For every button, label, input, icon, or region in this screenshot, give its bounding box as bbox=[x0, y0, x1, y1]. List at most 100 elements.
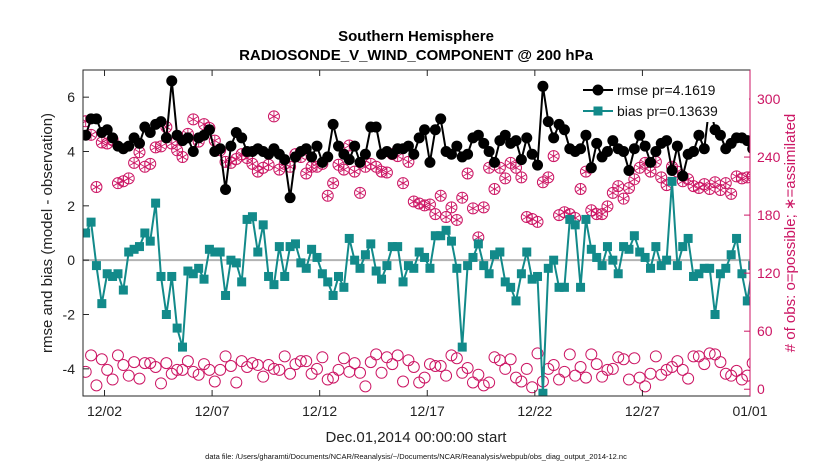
bias-point bbox=[726, 250, 736, 260]
obs-assimilated-circle bbox=[284, 160, 297, 173]
obs-assimilated-point bbox=[624, 183, 634, 194]
rmse-point bbox=[521, 132, 533, 144]
y-tick-label: 0 bbox=[67, 252, 75, 268]
rmse-point bbox=[451, 140, 463, 152]
bias-point bbox=[635, 247, 645, 257]
legend-box bbox=[577, 76, 749, 122]
bias-point bbox=[678, 242, 688, 252]
obs-assimilated-circle bbox=[354, 186, 367, 199]
obs-assimilated-circle bbox=[122, 172, 135, 185]
obs-assimilated-point bbox=[656, 172, 666, 183]
y-axis-label: rmse and bias (model - observation) bbox=[39, 113, 56, 353]
rmse-point bbox=[160, 132, 172, 144]
y-tick-label-right: 0 bbox=[757, 381, 765, 397]
bias-point bbox=[145, 236, 155, 246]
bias-point bbox=[403, 261, 413, 271]
obs-assimilated-point bbox=[597, 209, 607, 220]
rmse-point bbox=[133, 137, 145, 149]
rmse-point bbox=[424, 156, 436, 168]
bias-point bbox=[97, 299, 107, 309]
rmse-point bbox=[322, 151, 334, 163]
y-tick-label-right: 120 bbox=[757, 265, 781, 281]
obs-assimilated-circle bbox=[488, 182, 501, 195]
obs-assimilated-point bbox=[339, 164, 349, 175]
axes: 12/02 12/07 12/12 12/17 12/22 12/27 01/01 -4 -2 0… bbox=[63, 70, 781, 419]
bias-point bbox=[113, 269, 123, 279]
obs-assimilated-point bbox=[441, 212, 451, 223]
bias-point bbox=[317, 269, 327, 279]
bias-point bbox=[430, 231, 440, 241]
obs-assimilated-circle bbox=[321, 189, 334, 202]
rmse-point bbox=[144, 126, 156, 138]
bias-point bbox=[237, 277, 247, 287]
bias-point bbox=[350, 255, 360, 265]
bias-point bbox=[167, 271, 177, 281]
x-tick-label: 12/12 bbox=[302, 403, 337, 419]
x-tick-label: 12/07 bbox=[195, 403, 230, 419]
obs-possible-point bbox=[273, 363, 286, 376]
rmse-point bbox=[419, 124, 431, 136]
obs-possible-point bbox=[354, 366, 367, 379]
obs-assimilated-circle bbox=[445, 201, 458, 214]
bias-point bbox=[91, 261, 101, 271]
bias-point bbox=[721, 263, 731, 273]
chart-title: Southern Hemisphere bbox=[338, 28, 494, 45]
bias-point bbox=[102, 269, 112, 279]
obs-assimilated-point bbox=[511, 162, 521, 173]
rmse-point bbox=[435, 113, 447, 125]
rmse-point bbox=[90, 113, 102, 125]
rmse-point bbox=[236, 132, 248, 144]
rmse-point bbox=[623, 165, 635, 177]
bias-point bbox=[382, 261, 392, 271]
bias-point bbox=[689, 271, 699, 281]
obs-possible-point bbox=[440, 369, 453, 382]
rmse-point bbox=[585, 162, 597, 174]
bias-point bbox=[705, 263, 715, 273]
bias-point bbox=[161, 310, 171, 319]
bias-point bbox=[737, 269, 747, 279]
rmse-point bbox=[402, 140, 414, 152]
obs-possible-point bbox=[133, 372, 146, 385]
obs-assimilated-circle bbox=[617, 192, 630, 205]
x-tick-label: 12/22 bbox=[517, 403, 552, 419]
rmse-point bbox=[187, 146, 199, 157]
obs-possible-point bbox=[520, 362, 533, 375]
rmse-point bbox=[558, 124, 570, 136]
rmse-point bbox=[644, 156, 656, 168]
bias-point bbox=[140, 228, 150, 238]
obs-possible-point bbox=[698, 358, 711, 371]
obs-possible-point bbox=[85, 349, 98, 362]
bias-point bbox=[533, 271, 543, 281]
obs-assimilated-point bbox=[489, 183, 500, 194]
bias-point bbox=[715, 269, 725, 279]
obs-assimilated-point bbox=[145, 158, 155, 169]
obs-assimilated-point bbox=[264, 159, 274, 170]
bias-point bbox=[597, 261, 607, 271]
obs-assimilated-point bbox=[328, 178, 338, 189]
rmse-point bbox=[515, 154, 527, 166]
bias-point bbox=[436, 231, 446, 241]
obs-possible-point bbox=[429, 360, 442, 373]
rmse-point bbox=[639, 140, 651, 152]
bias-point bbox=[699, 263, 709, 273]
bias-point bbox=[409, 263, 419, 273]
legend: rmse pr=4.1619 bias pr=0.13639 bbox=[577, 76, 749, 122]
bias-point bbox=[619, 242, 629, 252]
obs-assimilated-point bbox=[549, 151, 559, 162]
obs-possible-point bbox=[649, 350, 662, 363]
obs-assimilated-point bbox=[425, 199, 435, 210]
bias-point bbox=[592, 252, 602, 262]
bias-point bbox=[608, 255, 618, 265]
bias-point bbox=[441, 225, 451, 235]
rmse-point bbox=[101, 124, 113, 136]
bias-point bbox=[328, 290, 338, 300]
bias-point bbox=[226, 255, 236, 265]
obs-assimilated-point bbox=[124, 173, 134, 184]
obs-possible-point bbox=[450, 352, 463, 365]
bias-point bbox=[172, 323, 182, 333]
bias-point bbox=[576, 282, 586, 292]
rmse-point bbox=[408, 148, 420, 160]
obs-assimilated-point bbox=[543, 172, 553, 183]
obs-assimilated-circle bbox=[531, 215, 544, 228]
